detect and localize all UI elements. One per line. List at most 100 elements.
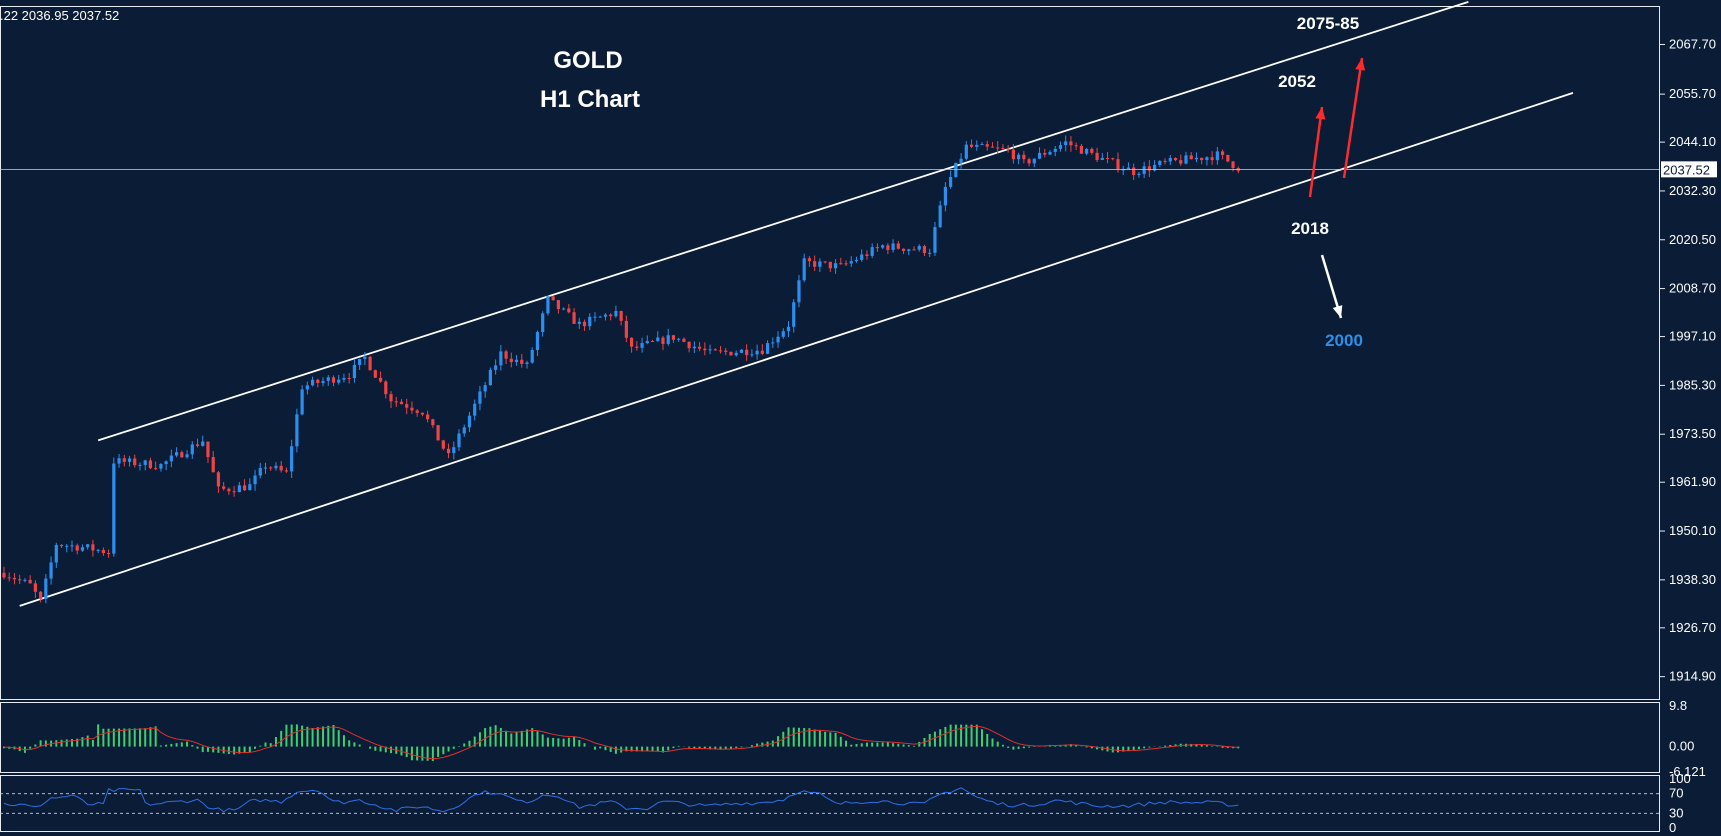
candle-body <box>792 302 796 327</box>
candle-body <box>159 464 163 469</box>
candle-body <box>572 312 576 324</box>
candle-body <box>786 326 791 332</box>
candle-body <box>556 300 560 309</box>
candle-body <box>661 337 665 344</box>
candle-body <box>619 310 623 321</box>
candle-body <box>389 394 393 402</box>
price-tick-label: 1985.30 <box>1669 377 1716 392</box>
candle-body <box>378 377 383 382</box>
candle-body <box>614 310 618 317</box>
candlestick-series <box>2 135 1240 604</box>
candle-body <box>258 468 262 476</box>
candle-body <box>441 440 445 449</box>
main-pane[interactable]: .22 2036.95 2037.52 GOLD H1 Chart 2075-8… <box>0 1 1660 700</box>
candle-body <box>922 246 927 254</box>
candle-body <box>1037 152 1042 159</box>
candle-body <box>112 463 116 554</box>
candle-body <box>174 452 179 456</box>
candle-body <box>562 308 566 310</box>
candle-body <box>551 296 555 301</box>
candle-body <box>54 545 58 563</box>
candle-body <box>813 261 817 267</box>
channel-lower-line[interactable] <box>19 92 1574 607</box>
price-tick-label: 1926.70 <box>1669 620 1716 635</box>
candle-body <box>1095 152 1099 160</box>
macd-pane-border <box>0 702 1660 773</box>
candle-body <box>452 447 456 454</box>
candle-body <box>1001 147 1005 149</box>
macd-signal-line <box>3 725 1239 760</box>
candle-body <box>384 381 388 395</box>
candle-body <box>546 296 550 314</box>
candle-body <box>310 379 315 386</box>
candle-body <box>101 549 105 554</box>
price-tick-label: 1950.10 <box>1669 523 1716 538</box>
candle-body <box>1058 145 1063 149</box>
candle-body <box>1215 151 1219 161</box>
candle-body <box>954 162 958 177</box>
candle-body <box>195 444 200 446</box>
candle-body <box>624 320 628 338</box>
chart-title: GOLD <box>553 47 622 74</box>
candle-body <box>901 248 906 251</box>
candle-body <box>525 362 529 364</box>
candle-body <box>598 316 602 318</box>
price-channel[interactable] <box>19 1 1574 607</box>
candle-body <box>535 332 540 350</box>
candle-body <box>222 486 226 489</box>
price-tick-label: 1914.90 <box>1669 669 1716 684</box>
candle-body <box>656 337 660 342</box>
candle-body <box>865 254 869 256</box>
candle-body <box>739 349 744 353</box>
candle-body <box>603 314 608 317</box>
price-tick-label: 2008.70 <box>1669 281 1716 296</box>
macd-pane[interactable]: 9.8 0.00 -6.121 <box>0 698 1706 779</box>
candle-body <box>107 553 111 555</box>
candle-body <box>269 467 273 469</box>
price-annotations: 2075-85 2052 2018 2000 <box>1278 14 1366 350</box>
candle-body <box>677 338 681 340</box>
macd-histogram <box>3 724 1240 761</box>
trend-arrow <box>1342 57 1364 179</box>
candle-body <box>394 401 398 403</box>
price-axis-ticks: 2067.70 2055.70 2044.10 2032.30 2020.50 2008.… <box>1659 36 1716 684</box>
candle-body <box>7 577 11 579</box>
candle-body <box>996 147 1000 149</box>
candle-body <box>494 365 498 370</box>
candle-body <box>975 144 979 147</box>
trend-arrow-head <box>1315 107 1326 120</box>
candle-body <box>650 341 655 343</box>
candle-body <box>436 425 440 441</box>
price-tick-label: 1973.50 <box>1669 426 1716 441</box>
candle-body <box>28 579 32 584</box>
candle-body <box>499 351 503 366</box>
candle-body <box>316 379 320 383</box>
ohlc-readout: .22 2036.95 2037.52 <box>0 8 119 23</box>
candle-body <box>640 342 644 348</box>
candle-body <box>33 583 37 592</box>
candle-body <box>180 452 184 458</box>
candle-body <box>284 470 289 472</box>
candle-body <box>755 350 759 355</box>
candle-body <box>216 472 221 487</box>
price-axis: 2067.70 2055.70 2044.10 2032.30 2020.50 2008.… <box>1659 36 1717 684</box>
candle-body <box>154 468 158 470</box>
candle-body <box>1226 154 1230 162</box>
candle-body <box>483 385 487 392</box>
price-tick-label: 2055.70 <box>1669 86 1716 101</box>
candle-body <box>86 544 90 548</box>
candle-body <box>462 427 466 434</box>
candle-body <box>530 349 534 363</box>
candle-body <box>373 370 377 378</box>
channel-upper-line[interactable] <box>97 1 1469 442</box>
candle-body <box>1079 145 1083 154</box>
candle-body <box>870 247 874 256</box>
candle-body <box>1147 166 1151 171</box>
candle-body <box>1017 154 1021 160</box>
candle-body <box>1168 157 1172 162</box>
rsi-tick-label: 100 <box>1669 771 1691 786</box>
candle-body <box>985 144 989 147</box>
trend-arrow <box>1308 106 1324 198</box>
